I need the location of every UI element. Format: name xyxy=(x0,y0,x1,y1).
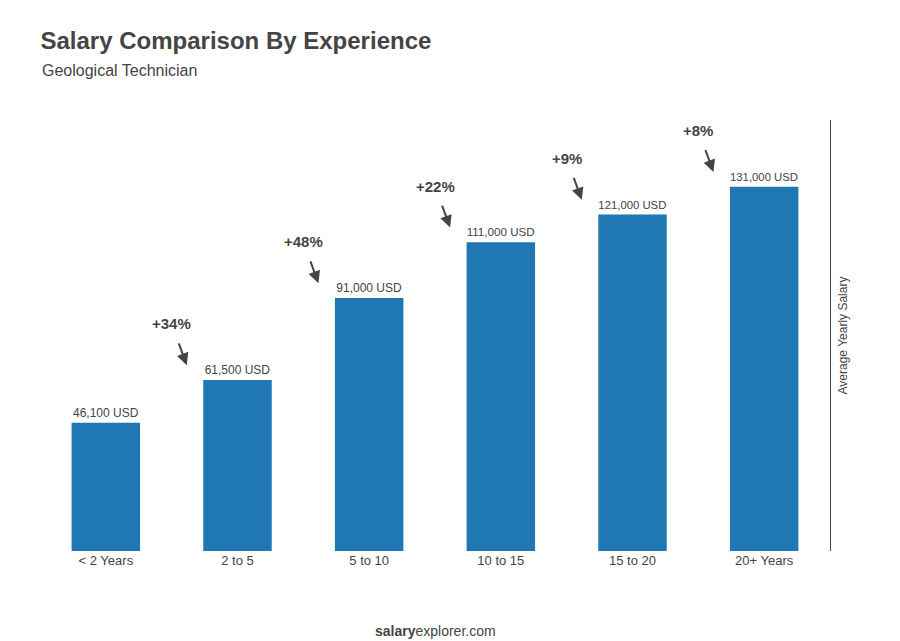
svg-text:Geological Technician: Geological Technician xyxy=(42,62,197,79)
svg-text:46,100 USD: 46,100 USD xyxy=(73,406,139,420)
svg-text:2 to 5: 2 to 5 xyxy=(221,553,254,568)
svg-text:131,000 USD: 131,000 USD xyxy=(730,171,798,183)
svg-text:+34%: +34% xyxy=(152,315,191,332)
svg-text:Average Yearly Salary: Average Yearly Salary xyxy=(836,277,850,395)
svg-text:121,000 USD: 121,000 USD xyxy=(598,199,666,211)
svg-text:20+ Years: 20+ Years xyxy=(735,553,794,568)
svg-text:15 to 20: 15 to 20 xyxy=(609,553,656,568)
svg-text:+22%: +22% xyxy=(416,178,455,195)
svg-text:salaryexplorer.com: salaryexplorer.com xyxy=(375,623,496,639)
svg-text:5 to 10: 5 to 10 xyxy=(349,553,389,568)
svg-text:+9%: +9% xyxy=(552,150,582,167)
svg-text:111,000 USD: 111,000 USD xyxy=(467,225,535,238)
svg-text:+8%: +8% xyxy=(683,122,713,139)
svg-text:< 2 Years: < 2 Years xyxy=(79,553,134,568)
svg-text:61,500 USD: 61,500 USD xyxy=(205,363,271,377)
svg-text:10 to 15: 10 to 15 xyxy=(477,553,524,568)
svg-text:+48%: +48% xyxy=(284,233,323,250)
svg-text:91,000 USD: 91,000 USD xyxy=(336,281,402,295)
svg-text:Salary Comparison By Experienc: Salary Comparison By Experience xyxy=(41,27,432,54)
